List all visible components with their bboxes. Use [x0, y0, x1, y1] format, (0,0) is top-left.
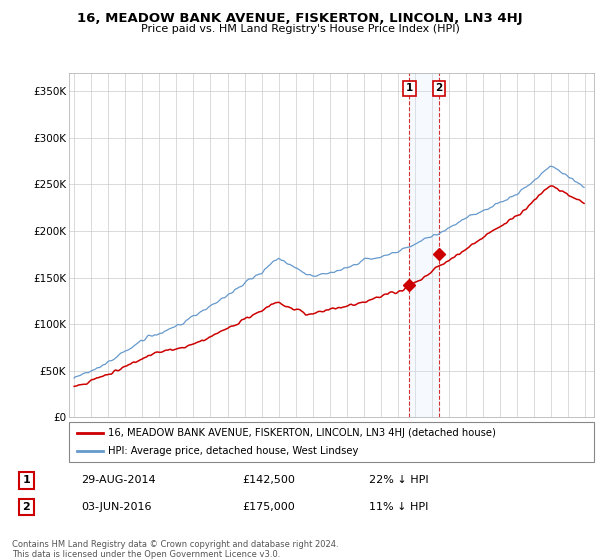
- Text: 2: 2: [436, 83, 443, 94]
- Text: 16, MEADOW BANK AVENUE, FISKERTON, LINCOLN, LN3 4HJ (detached house): 16, MEADOW BANK AVENUE, FISKERTON, LINCO…: [109, 428, 496, 437]
- FancyBboxPatch shape: [69, 422, 594, 462]
- Text: 11% ↓ HPI: 11% ↓ HPI: [369, 502, 428, 512]
- Text: £175,000: £175,000: [242, 502, 295, 512]
- Text: 29-AUG-2014: 29-AUG-2014: [81, 475, 156, 485]
- Text: 2: 2: [23, 502, 30, 512]
- Text: £142,500: £142,500: [242, 475, 295, 485]
- Text: 16, MEADOW BANK AVENUE, FISKERTON, LINCOLN, LN3 4HJ: 16, MEADOW BANK AVENUE, FISKERTON, LINCO…: [77, 12, 523, 25]
- Text: 1: 1: [406, 83, 413, 94]
- Text: Price paid vs. HM Land Registry's House Price Index (HPI): Price paid vs. HM Land Registry's House …: [140, 24, 460, 34]
- Text: 1: 1: [23, 475, 30, 485]
- Text: 03-JUN-2016: 03-JUN-2016: [81, 502, 152, 512]
- Text: 22% ↓ HPI: 22% ↓ HPI: [369, 475, 429, 485]
- Text: HPI: Average price, detached house, West Lindsey: HPI: Average price, detached house, West…: [109, 446, 359, 456]
- Text: Contains HM Land Registry data © Crown copyright and database right 2024.
This d: Contains HM Land Registry data © Crown c…: [12, 540, 338, 559]
- Bar: [409, 73, 439, 417]
